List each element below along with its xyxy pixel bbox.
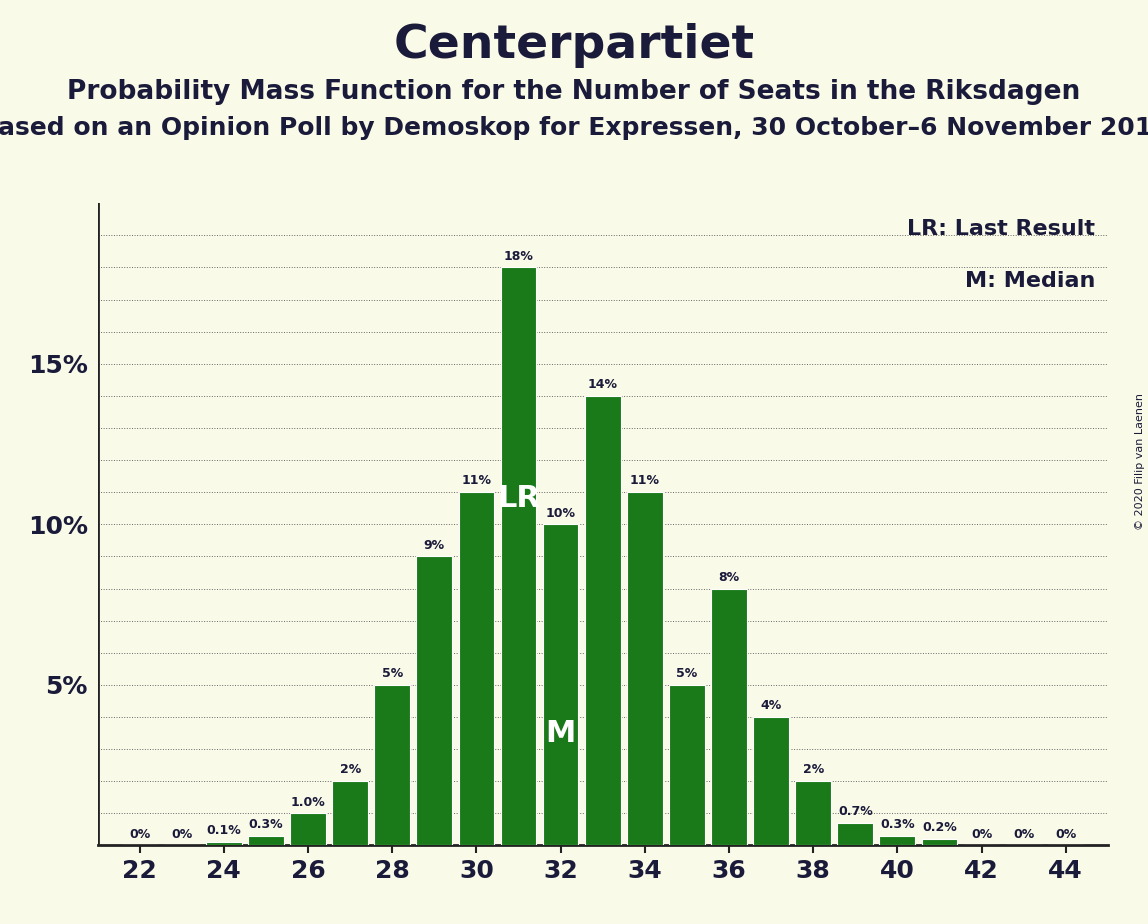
- Text: 0.2%: 0.2%: [922, 821, 956, 834]
- Bar: [627, 492, 662, 845]
- Text: 11%: 11%: [630, 474, 660, 488]
- Text: 0%: 0%: [1055, 828, 1077, 841]
- Text: 0%: 0%: [129, 828, 150, 841]
- Text: 1.0%: 1.0%: [290, 796, 325, 808]
- Bar: [584, 395, 621, 845]
- Bar: [543, 525, 579, 845]
- Text: 0.3%: 0.3%: [249, 818, 284, 831]
- Bar: [332, 782, 369, 845]
- Text: 2%: 2%: [802, 763, 824, 776]
- Bar: [669, 685, 705, 845]
- Bar: [290, 813, 326, 845]
- Bar: [796, 782, 831, 845]
- Text: 2%: 2%: [340, 763, 360, 776]
- Text: LR: LR: [497, 484, 540, 513]
- Bar: [837, 823, 874, 845]
- Text: 0%: 0%: [971, 828, 992, 841]
- Text: M: M: [545, 719, 576, 748]
- Text: 9%: 9%: [424, 539, 445, 552]
- Bar: [922, 839, 957, 845]
- Bar: [374, 685, 410, 845]
- Text: Centerpartiet: Centerpartiet: [394, 23, 754, 68]
- Bar: [205, 843, 242, 845]
- Bar: [458, 492, 495, 845]
- Text: 0.3%: 0.3%: [881, 818, 915, 831]
- Bar: [501, 268, 536, 845]
- Bar: [248, 836, 284, 845]
- Text: 8%: 8%: [719, 571, 739, 584]
- Bar: [417, 556, 452, 845]
- Text: LR: Last Result: LR: Last Result: [907, 219, 1095, 239]
- Text: 18%: 18%: [504, 249, 534, 262]
- Text: 0.1%: 0.1%: [207, 824, 241, 837]
- Text: 5%: 5%: [676, 667, 698, 680]
- Text: 0%: 0%: [171, 828, 193, 841]
- Text: M: Median: M: Median: [964, 271, 1095, 291]
- Bar: [711, 589, 747, 845]
- Text: 0%: 0%: [1013, 828, 1034, 841]
- Text: 14%: 14%: [588, 378, 618, 391]
- Text: 11%: 11%: [461, 474, 491, 488]
- Bar: [753, 717, 789, 845]
- Bar: [879, 836, 915, 845]
- Text: 10%: 10%: [545, 506, 575, 519]
- Text: 5%: 5%: [381, 667, 403, 680]
- Text: Probability Mass Function for the Number of Seats in the Riksdagen: Probability Mass Function for the Number…: [68, 79, 1080, 104]
- Text: 4%: 4%: [760, 699, 782, 712]
- Text: Based on an Opinion Poll by Demoskop for Expressen, 30 October–6 November 2018: Based on an Opinion Poll by Demoskop for…: [0, 116, 1148, 140]
- Text: © 2020 Filip van Laenen: © 2020 Filip van Laenen: [1135, 394, 1145, 530]
- Text: 0.7%: 0.7%: [838, 805, 872, 818]
